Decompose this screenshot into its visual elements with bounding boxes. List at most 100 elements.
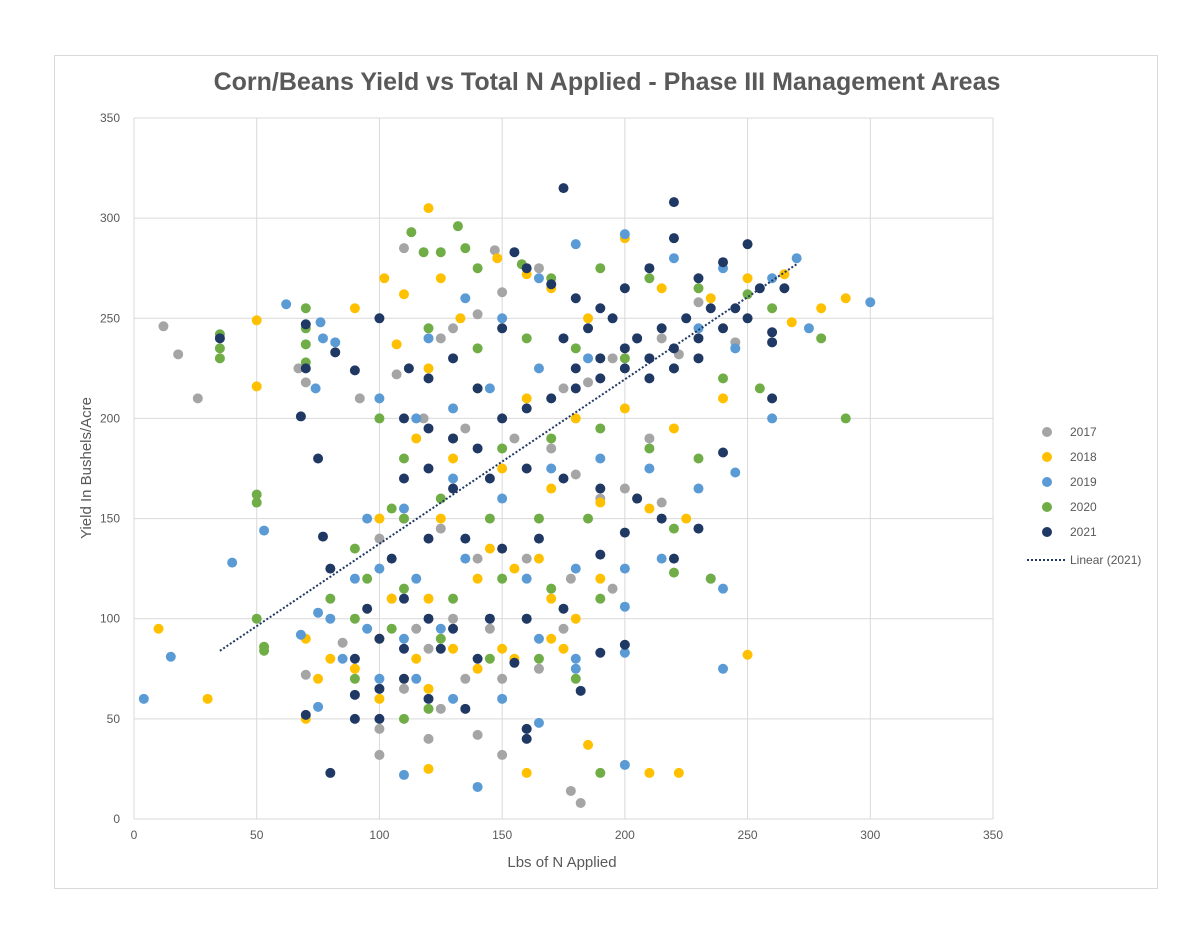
data-point bbox=[398, 583, 409, 594]
data-point bbox=[472, 309, 483, 320]
data-point bbox=[423, 643, 434, 654]
data-point bbox=[398, 289, 409, 300]
data-point bbox=[718, 583, 729, 594]
data-point bbox=[742, 313, 753, 324]
data-point bbox=[472, 383, 483, 394]
legend: 2017 2018 2019 2020 2021 Linear (2021) bbox=[1027, 425, 1141, 567]
data-point bbox=[533, 273, 544, 284]
y-tick-label: 300 bbox=[100, 211, 120, 225]
data-point bbox=[693, 483, 704, 494]
data-point bbox=[546, 633, 557, 644]
data-point bbox=[619, 283, 630, 294]
data-point bbox=[546, 583, 557, 594]
data-point bbox=[398, 513, 409, 524]
data-point bbox=[227, 557, 238, 568]
data-point bbox=[386, 553, 397, 564]
legend-label: 2020 bbox=[1070, 500, 1097, 514]
data-point bbox=[317, 333, 328, 344]
data-point bbox=[349, 673, 360, 684]
data-point bbox=[259, 525, 270, 536]
data-point bbox=[460, 293, 471, 304]
data-point bbox=[558, 603, 569, 614]
data-point bbox=[521, 573, 532, 584]
data-point bbox=[595, 497, 606, 508]
data-point bbox=[362, 573, 373, 584]
data-point bbox=[497, 493, 508, 504]
y-tick-label: 250 bbox=[100, 311, 120, 325]
data-point bbox=[803, 323, 814, 334]
data-point bbox=[349, 713, 360, 724]
data-point bbox=[165, 651, 176, 662]
data-point bbox=[214, 333, 225, 344]
data-point bbox=[281, 299, 292, 310]
legend-marker bbox=[1042, 527, 1052, 537]
data-point bbox=[330, 337, 341, 348]
data-point bbox=[472, 663, 483, 674]
data-point bbox=[570, 653, 581, 664]
data-point bbox=[435, 643, 446, 654]
legend-label: 2017 bbox=[1070, 425, 1097, 439]
data-point bbox=[583, 313, 594, 324]
data-point bbox=[497, 643, 508, 654]
data-point bbox=[484, 543, 495, 554]
data-point bbox=[509, 657, 520, 668]
data-point bbox=[374, 313, 385, 324]
data-point bbox=[558, 643, 569, 654]
x-tick-label: 300 bbox=[860, 828, 880, 842]
data-point bbox=[718, 663, 729, 674]
data-point bbox=[472, 553, 483, 564]
data-point bbox=[668, 567, 679, 578]
data-point bbox=[509, 433, 520, 444]
data-point bbox=[521, 403, 532, 414]
x-tick-label: 150 bbox=[492, 828, 512, 842]
data-point bbox=[484, 473, 495, 484]
data-point bbox=[418, 413, 429, 424]
data-point bbox=[533, 513, 544, 524]
data-point bbox=[398, 713, 409, 724]
data-point bbox=[619, 639, 630, 650]
data-point bbox=[779, 269, 790, 280]
data-point bbox=[595, 573, 606, 584]
data-point bbox=[259, 645, 270, 656]
legend-marker bbox=[1042, 427, 1052, 437]
x-tick-label: 350 bbox=[983, 828, 1003, 842]
data-point bbox=[300, 669, 311, 680]
data-point bbox=[718, 323, 729, 334]
data-point bbox=[570, 613, 581, 624]
data-point bbox=[300, 377, 311, 388]
data-point bbox=[423, 423, 434, 434]
data-point bbox=[693, 453, 704, 464]
data-point bbox=[251, 489, 262, 500]
data-point bbox=[300, 709, 311, 720]
data-point bbox=[595, 483, 606, 494]
data-point bbox=[398, 593, 409, 604]
data-point bbox=[398, 503, 409, 514]
data-point bbox=[460, 673, 471, 684]
data-point bbox=[202, 693, 213, 704]
data-points bbox=[138, 183, 876, 808]
data-point bbox=[565, 573, 576, 584]
data-point bbox=[693, 523, 704, 534]
data-point bbox=[730, 467, 741, 478]
data-point bbox=[705, 293, 716, 304]
data-point bbox=[472, 781, 483, 792]
data-point bbox=[497, 463, 508, 474]
x-axis-title: Lbs of N Applied bbox=[507, 854, 616, 871]
data-point bbox=[619, 759, 630, 770]
data-point bbox=[460, 423, 471, 434]
data-point bbox=[767, 273, 778, 284]
data-point bbox=[583, 377, 594, 388]
data-point bbox=[423, 593, 434, 604]
data-point bbox=[460, 703, 471, 714]
data-point bbox=[521, 733, 532, 744]
data-point bbox=[411, 623, 422, 634]
data-point bbox=[497, 673, 508, 684]
data-point bbox=[398, 413, 409, 424]
data-point bbox=[313, 673, 324, 684]
data-point bbox=[791, 253, 802, 264]
grid-lines bbox=[133, 117, 994, 820]
data-point bbox=[497, 749, 508, 760]
data-point bbox=[214, 343, 225, 354]
data-point bbox=[497, 693, 508, 704]
data-point bbox=[460, 533, 471, 544]
